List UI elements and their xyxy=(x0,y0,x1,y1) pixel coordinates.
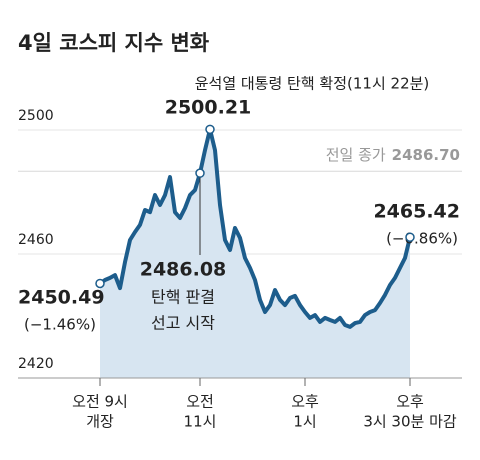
reference-name: 전일 종가 xyxy=(326,146,386,164)
marker xyxy=(95,278,105,289)
reference-value: 2486.70 xyxy=(392,146,460,164)
x-tick-label: 11시 xyxy=(184,413,217,431)
annotation: (−1.46%) xyxy=(24,316,96,334)
annotation: (−0.86%) xyxy=(386,230,458,248)
marker xyxy=(405,232,415,242)
x-tick-label: 3시 30분 마감 xyxy=(363,413,457,431)
x-tick-label: 오전 9시 xyxy=(72,393,128,411)
marker xyxy=(205,124,215,135)
x-tick-label: 오후 xyxy=(291,393,319,411)
data-label: 2486.08 xyxy=(140,259,227,281)
x-tick-label: 오후 xyxy=(396,393,424,411)
y-tick-label: 2500 xyxy=(18,108,54,124)
data-label: 2465.42 xyxy=(373,201,460,223)
x-tick-label: 개장 xyxy=(86,413,114,431)
chart-title: 4일 코스피 지수 변화 xyxy=(18,31,210,55)
annotation: 탄핵 판결 xyxy=(151,288,215,307)
y-tick-label: 2420 xyxy=(18,356,54,372)
x-tick-label: 1시 xyxy=(293,413,316,431)
marker xyxy=(195,168,205,178)
data-label: 2500.21 xyxy=(165,97,252,119)
line xyxy=(98,127,412,329)
x-tick-label: 오전 xyxy=(186,393,214,411)
annotation: 윤석열 대통령 탄핵 확정(11시 22분) xyxy=(195,75,430,93)
data-label: 2450.49 xyxy=(18,287,105,309)
reference-label: 전일 종가 2486.70 xyxy=(326,146,460,164)
y-tick-label: 2460 xyxy=(18,232,54,248)
annotation: 선고 시작 xyxy=(151,314,215,333)
area xyxy=(100,129,410,378)
